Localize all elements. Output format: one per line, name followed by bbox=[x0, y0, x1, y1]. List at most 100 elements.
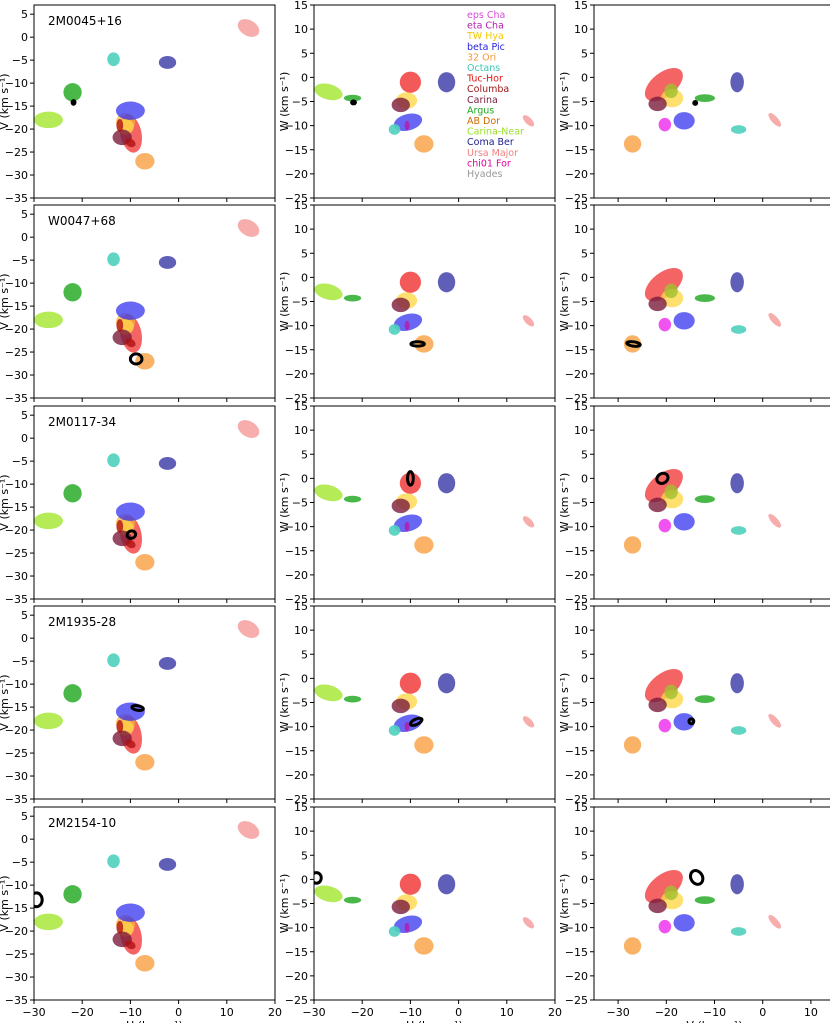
group-ellipse-ab-dor bbox=[623, 335, 642, 353]
group-ellipse-octans bbox=[388, 324, 401, 335]
object-name-label: W0047+68 bbox=[48, 214, 116, 228]
legend-entry: beta Pic bbox=[467, 42, 505, 53]
legend-entry: Argus bbox=[467, 105, 494, 116]
group-ellipse-ab-dor bbox=[414, 536, 434, 554]
group-ellipse-beta-pic bbox=[673, 513, 695, 531]
group-ellipse-coma-ber bbox=[437, 473, 456, 494]
y-tick-label: −5 bbox=[572, 697, 588, 710]
group-ellipse-carina-near bbox=[314, 83, 343, 101]
y-tick-label: −35 bbox=[5, 192, 28, 205]
y-tick-label: 0 bbox=[21, 432, 28, 445]
legend-entry: Coma Ber bbox=[467, 137, 514, 148]
group-ellipse-ursa-major bbox=[237, 420, 260, 438]
y-tick-label: 5 bbox=[301, 648, 308, 661]
axes-frame bbox=[33, 4, 276, 199]
group-ellipse-carina-near bbox=[34, 712, 63, 730]
y-axis-label: V (km s⁻¹) bbox=[0, 875, 11, 931]
group-ellipse-carina-near bbox=[34, 111, 63, 129]
y-tick-label: 10 bbox=[574, 624, 588, 637]
group-ellipse-coma-ber bbox=[158, 858, 177, 871]
y-tick-label: 5 bbox=[21, 609, 28, 622]
group-ellipse-ab-dor bbox=[414, 937, 434, 955]
y-tick-label: 0 bbox=[21, 231, 28, 244]
group-ellipse-octans bbox=[730, 526, 747, 535]
group-ellipse-carina bbox=[648, 898, 667, 914]
plot-area bbox=[314, 271, 535, 353]
group-ellipse-argus-b bbox=[664, 283, 678, 299]
object-ellipse bbox=[70, 99, 77, 106]
y-tick-label: −25 bbox=[565, 793, 588, 806]
y-tick-label: −10 bbox=[285, 721, 308, 734]
group-ellipse-argus bbox=[343, 94, 362, 102]
group-ellipse-carina-near bbox=[34, 512, 63, 530]
y-tick-label: 5 bbox=[301, 448, 308, 461]
object-ellipse bbox=[687, 717, 696, 726]
y-tick-label: 5 bbox=[21, 208, 28, 221]
y-tick-label: −5 bbox=[12, 54, 28, 67]
group-ellipse-ab-dor bbox=[623, 736, 642, 754]
group-ellipse-argus-b bbox=[664, 83, 678, 99]
x-axis-label: V (km s⁻¹) bbox=[686, 1019, 742, 1023]
panel-vw-row-4: −25 −20 −15 −10 −5 0 5 10 15 W (km s⁻¹) bbox=[558, 600, 830, 806]
y-tick-label: −10 bbox=[565, 721, 588, 734]
group-ellipse-tuc-hor bbox=[644, 869, 683, 904]
y-tick-label: 15 bbox=[574, 801, 588, 814]
group-ellipse-ursa-major bbox=[768, 514, 782, 528]
legend-entry: 32 Ori bbox=[467, 52, 496, 63]
group-ellipse-eta-cha bbox=[404, 721, 410, 732]
y-tick-label: −5 bbox=[292, 497, 308, 510]
group-ellipse-coma-ber bbox=[730, 874, 744, 895]
y-axis-label: W (km s⁻¹) bbox=[558, 874, 571, 934]
group-ellipse-ursa-major bbox=[237, 620, 260, 638]
legend-entry: chi01 For bbox=[467, 158, 511, 169]
group-ellipse-columba-b bbox=[125, 338, 136, 348]
y-tick-label: 5 bbox=[581, 849, 588, 862]
axes-frame bbox=[313, 405, 556, 600]
group-ellipse-argus bbox=[694, 294, 715, 302]
panel-uw-row-3: −25 −20 −15 −10 −5 0 5 10 15 W (km s⁻¹) bbox=[278, 400, 556, 606]
y-tick-label: 15 bbox=[294, 600, 308, 613]
axes-frame bbox=[593, 405, 830, 600]
group-ellipse-coma-ber bbox=[437, 874, 456, 895]
group-ellipse-argus-b bbox=[664, 885, 678, 901]
legend-entry: eta Cha bbox=[467, 21, 504, 32]
group-ellipse-columba bbox=[116, 719, 124, 733]
x-tick-label: −20 bbox=[655, 1006, 678, 1019]
plot-area bbox=[34, 219, 260, 370]
group-ellipse-beta-pic bbox=[673, 914, 695, 932]
y-tick-label: −10 bbox=[565, 922, 588, 935]
legend-entry: eps Cha bbox=[467, 10, 505, 21]
axes-frame bbox=[313, 605, 556, 800]
y-axis-label: W (km s⁻¹) bbox=[558, 473, 571, 533]
y-tick-label: −25 bbox=[565, 994, 588, 1007]
group-ellipse-coma-ber bbox=[730, 673, 744, 694]
group-ellipse-argus bbox=[694, 495, 715, 503]
y-tick-label: −20 bbox=[565, 769, 588, 782]
group-ellipse-coma-ber bbox=[158, 56, 177, 69]
legend-entry: AB Dor bbox=[467, 116, 500, 127]
x-tick-label: 20 bbox=[268, 1006, 282, 1019]
y-tick-label: −5 bbox=[572, 96, 588, 109]
group-ellipse-argus bbox=[343, 495, 362, 503]
group-ellipse-carina-near bbox=[34, 311, 63, 329]
y-tick-label: −15 bbox=[565, 344, 588, 357]
y-tick-label: 0 bbox=[581, 271, 588, 284]
plot-area bbox=[34, 620, 260, 771]
y-tick-label: −25 bbox=[565, 192, 588, 205]
group-ellipse-argus bbox=[63, 885, 82, 904]
group-ellipse-tuc-hor bbox=[399, 271, 422, 293]
legend-entry: Columba bbox=[467, 84, 509, 95]
y-tick-label: 15 bbox=[294, 801, 308, 814]
panel-vw-row-2: −25 −20 −15 −10 −5 0 5 10 15 W (km s⁻¹) bbox=[558, 199, 830, 405]
y-tick-label: −25 bbox=[285, 593, 308, 606]
y-tick-label: −5 bbox=[12, 856, 28, 869]
y-tick-label: −25 bbox=[285, 793, 308, 806]
axes-frame bbox=[593, 806, 830, 1001]
y-tick-label: −5 bbox=[292, 898, 308, 911]
group-ellipse-carina bbox=[391, 498, 410, 514]
plot-area bbox=[314, 470, 535, 554]
group-ellipse-octans bbox=[107, 252, 120, 267]
y-tick-label: −35 bbox=[5, 994, 28, 1007]
axes-frame bbox=[313, 204, 556, 399]
